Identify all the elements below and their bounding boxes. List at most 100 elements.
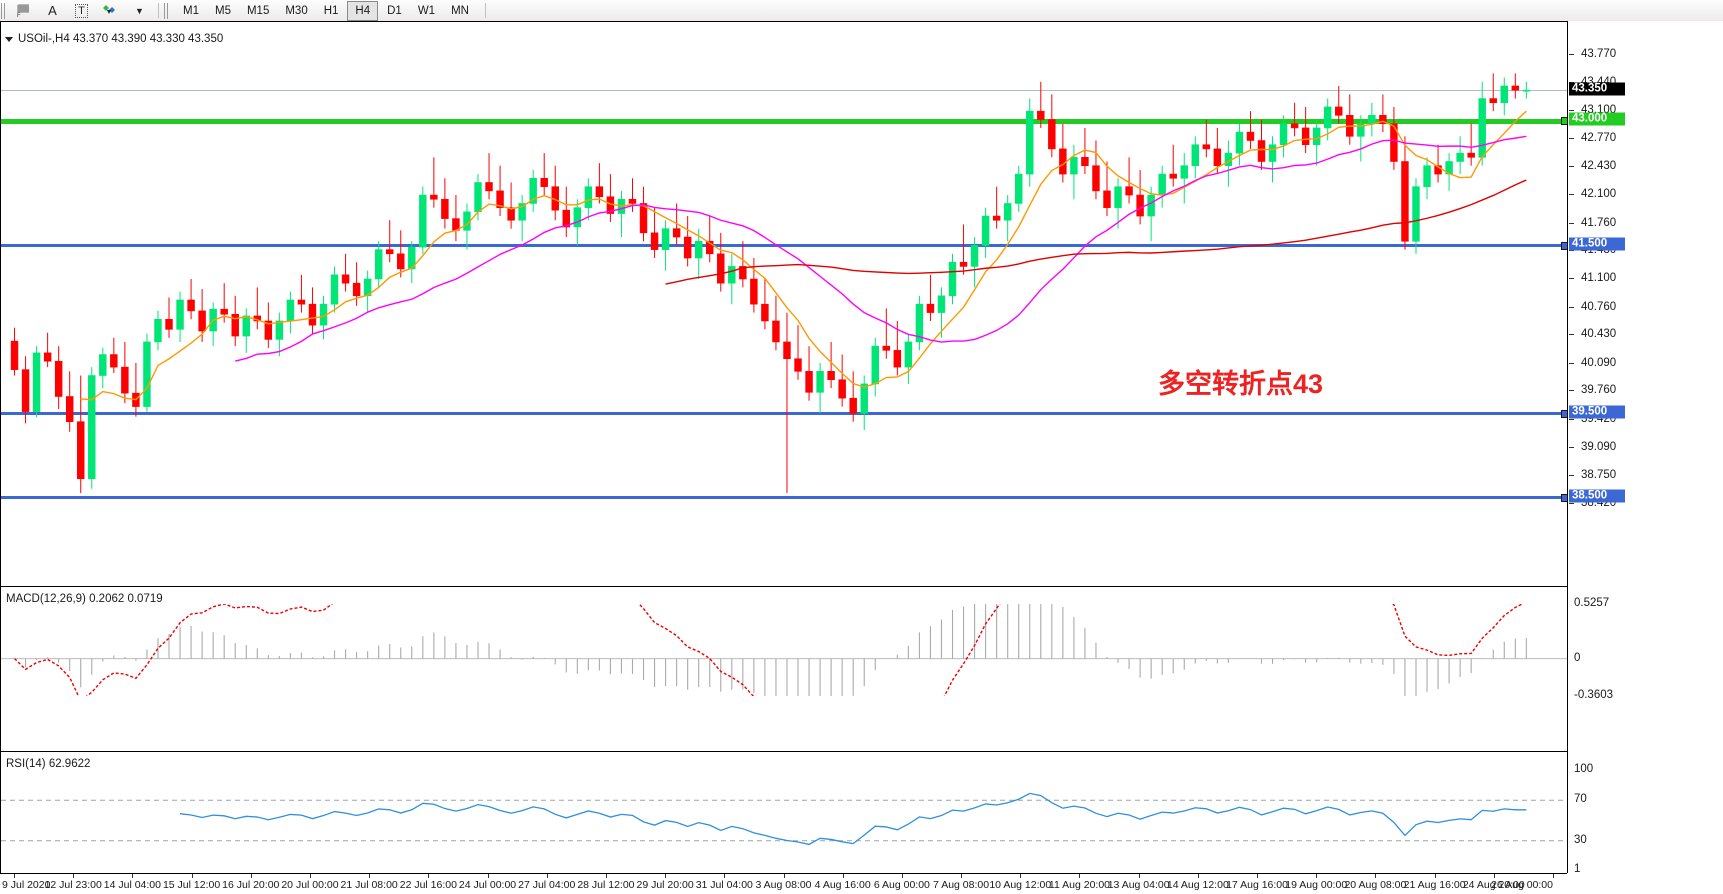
time-axis-tick bbox=[1316, 874, 1318, 878]
timeframe-button-mn[interactable]: MN bbox=[451, 4, 469, 17]
rsi-series-canvas bbox=[1, 792, 1568, 846]
timeframe-button-m15[interactable]: M15 bbox=[246, 4, 270, 17]
symbol-ohlc-label: USOil-,H4 43.370 43.390 43.330 43.350 bbox=[18, 33, 224, 45]
text-tool-icon[interactable]: A bbox=[48, 3, 57, 18]
time-axis-tick bbox=[428, 874, 430, 878]
time-axis-label: 12 Jul 23:00 bbox=[44, 879, 102, 891]
main-toolbar: F A T ▼ M1 M5 M15 M30 H1 H4 D1 W1 MN bbox=[0, 0, 1723, 22]
time-axis-tick bbox=[961, 874, 963, 878]
time-axis-tick bbox=[901, 874, 903, 878]
time-axis-label: 17 Aug 16:00 bbox=[1226, 879, 1288, 891]
price-axis-tick: 39.090 bbox=[1567, 441, 1723, 453]
price-tag-level[interactable]: 41.500 bbox=[1569, 237, 1625, 251]
last-price-line bbox=[1, 90, 1568, 92]
time-axis-label: 31 Jul 04:00 bbox=[695, 879, 753, 891]
time-axis-label: 10 Aug 12:00 bbox=[989, 879, 1052, 891]
time-axis-tick bbox=[1138, 874, 1140, 878]
crosshair-grid-icon[interactable]: F bbox=[10, 1, 37, 20]
time-axis-label: 20 Aug 08:00 bbox=[1344, 879, 1407, 891]
price-tag-level[interactable]: 43.000 bbox=[1569, 112, 1625, 126]
macd-axis-tick: 0 bbox=[1574, 651, 1581, 664]
macd-axis-tick: 0.5257 bbox=[1574, 597, 1610, 609]
symbol-header[interactable]: USOil-,H4 43.370 43.390 43.330 43.350 bbox=[5, 33, 223, 45]
price-axis-tick: 41.100 bbox=[1567, 272, 1723, 284]
price-axis[interactable]: 43.770 43.440 43.100 42.770 42.430 42.100 41.7… bbox=[1567, 21, 1723, 875]
macd-series-canvas bbox=[1, 604, 1568, 696]
timeframe-button-w1[interactable]: W1 bbox=[417, 4, 436, 17]
macd-axis-tick: -0.3603 bbox=[1574, 689, 1614, 701]
time-axis-label: 24 Aug 20:00 bbox=[1462, 879, 1525, 891]
time-axis-tick bbox=[1197, 874, 1199, 878]
price-axis-tick: 40.760 bbox=[1567, 301, 1723, 313]
price-tag-level[interactable]: 39.500 bbox=[1569, 405, 1625, 419]
time-axis-tick bbox=[546, 874, 548, 878]
timeframe-button-m5[interactable]: M5 bbox=[214, 4, 231, 17]
time-axis-label: 29 Jul 20:00 bbox=[636, 879, 694, 891]
price-tag-level[interactable]: 38.500 bbox=[1569, 489, 1625, 503]
rsi-panel-divider bbox=[1, 751, 1568, 752]
svg-text:F: F bbox=[17, 13, 21, 17]
time-axis[interactable]: 9 Jul 2020 12 Jul 23:00 14 Jul 04:00 15 Jul… bbox=[0, 873, 1567, 894]
price-axis-tick: 42.100 bbox=[1567, 188, 1723, 200]
rsi-axis-tick: 30 bbox=[1574, 833, 1587, 846]
shapes-dropdown-arrow-icon[interactable]: ▼ bbox=[135, 5, 144, 16]
time-axis-label: 13 Aug 04:00 bbox=[1107, 879, 1170, 891]
time-axis-tick bbox=[1553, 874, 1554, 878]
timeframe-button-h4[interactable]: H4 bbox=[347, 0, 379, 21]
timeframe-button-d1[interactable]: D1 bbox=[387, 4, 402, 17]
time-axis-tick bbox=[1079, 874, 1081, 878]
chart-frame: USOil-,H4 43.370 43.390 43.330 43.350 多空… bbox=[0, 21, 1723, 894]
rsi-axis-tick: 70 bbox=[1574, 793, 1587, 806]
price-series-canvas bbox=[10, 73, 1531, 494]
price-axis-tick: 42.430 bbox=[1567, 160, 1723, 172]
time-axis-tick bbox=[665, 874, 667, 878]
price-axis-tick: 40.090 bbox=[1567, 357, 1723, 369]
time-axis-tick bbox=[1493, 874, 1495, 878]
time-axis-label: 24 Jul 00:00 bbox=[458, 879, 517, 891]
time-axis-label: 15 Jul 12:00 bbox=[162, 879, 221, 891]
time-axis-label: 16 Jul 20:00 bbox=[222, 879, 280, 891]
price-axis-tick: 39.760 bbox=[1567, 384, 1723, 396]
time-axis-tick bbox=[1375, 874, 1377, 878]
price-axis-tick: 43.770 bbox=[1567, 48, 1723, 60]
time-axis-label: 6 Aug 00:00 bbox=[873, 879, 930, 891]
shapes-tool-icon[interactable] bbox=[97, 1, 124, 20]
time-axis-tick bbox=[73, 874, 75, 878]
time-axis-tick bbox=[132, 874, 134, 878]
timeframe-group-grip[interactable] bbox=[164, 2, 170, 19]
time-axis-tick bbox=[369, 874, 371, 878]
toolbar-divider bbox=[158, 3, 159, 18]
time-axis-tick bbox=[1257, 874, 1259, 878]
time-axis-label: 26 Aug 00:00 bbox=[1491, 879, 1553, 891]
time-axis-label: 27 Jul 04:00 bbox=[518, 879, 576, 891]
chart-plot-area[interactable]: USOil-,H4 43.370 43.390 43.330 43.350 多空… bbox=[0, 21, 1569, 873]
time-axis-label: 14 Jul 04:00 bbox=[103, 879, 161, 891]
time-axis-tick bbox=[783, 874, 785, 878]
time-axis-tick bbox=[724, 874, 726, 878]
time-axis-label: 21 Jul 08:00 bbox=[340, 879, 398, 891]
time-axis-tick bbox=[487, 874, 489, 878]
time-axis-tick bbox=[605, 874, 607, 878]
time-axis-label: 9 Jul 2020 bbox=[2, 879, 51, 891]
toolbar-grip[interactable] bbox=[1, 2, 7, 19]
price-axis-tick: 40.430 bbox=[1567, 328, 1723, 340]
time-axis-tick bbox=[1020, 874, 1022, 878]
time-axis-label: 4 Aug 16:00 bbox=[814, 879, 871, 891]
text-label-tool-icon[interactable]: T bbox=[68, 1, 95, 20]
timeframe-button-m1[interactable]: M1 bbox=[183, 4, 199, 17]
time-axis-label: 14 Aug 12:00 bbox=[1166, 879, 1229, 891]
time-axis-tick bbox=[309, 874, 311, 878]
time-axis-tick bbox=[1434, 874, 1436, 878]
price-axis-tick: 41.760 bbox=[1567, 217, 1723, 229]
time-axis-label: 7 Aug 08:00 bbox=[933, 879, 990, 891]
time-axis-label: 21 Aug 16:00 bbox=[1403, 879, 1466, 891]
price-axis-tick: 42.770 bbox=[1567, 132, 1723, 144]
rsi-axis-tick: 1 bbox=[1574, 863, 1581, 875]
toolbar-divider-2 bbox=[484, 3, 486, 18]
chart-annotation-text: 多空转折点43 bbox=[1158, 369, 1324, 399]
timeframe-button-m30[interactable]: M30 bbox=[285, 4, 308, 17]
timeframe-button-h1[interactable]: H1 bbox=[323, 4, 339, 17]
chevron-down-icon[interactable] bbox=[5, 36, 13, 42]
rsi-axis-tick: 100 bbox=[1574, 763, 1594, 775]
price-tag-last-price[interactable]: 43.350 bbox=[1569, 82, 1625, 96]
